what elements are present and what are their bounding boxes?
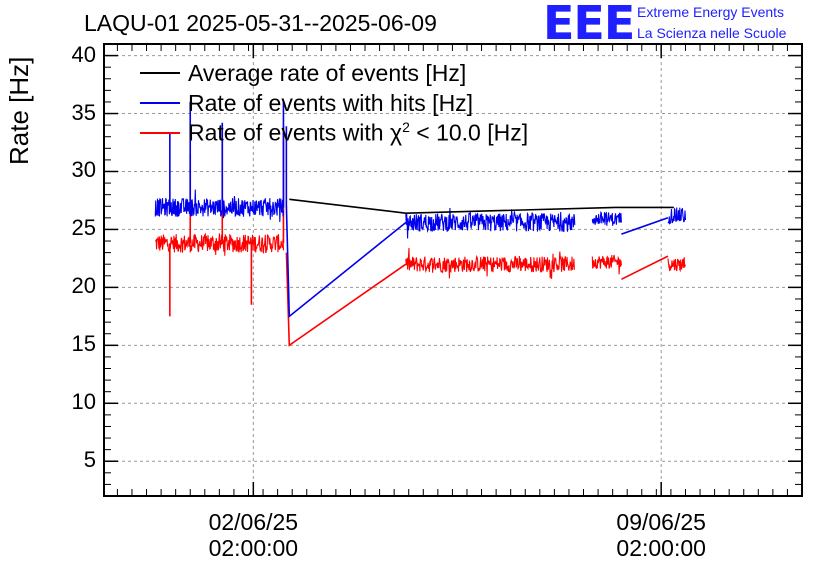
legend-label-chi2-prefix: Rate of events with χ bbox=[188, 119, 403, 146]
chi2-series-connector-0 bbox=[285, 252, 407, 347]
hits-series-connector-1 bbox=[621, 217, 669, 235]
y-tick-label: 25 bbox=[71, 215, 96, 241]
chi2-series-segment-1 bbox=[405, 247, 576, 279]
x-tick-time: 02:00:00 bbox=[208, 535, 299, 561]
chi2-series-segment-0 bbox=[154, 232, 285, 256]
x-tick-label: 02/06/25 02:00:00 bbox=[183, 509, 323, 561]
legend-label-chi2: Rate of events with χ2 < 10.0 [Hz] bbox=[188, 119, 528, 147]
x-tick-date: 02/06/25 bbox=[208, 509, 299, 535]
legend-item-hits: Rate of events with hits [Hz] bbox=[140, 89, 473, 117]
legend-swatch-chi2 bbox=[140, 132, 180, 134]
legend-label-hits: Rate of events with hits [Hz] bbox=[188, 89, 474, 116]
chi2-series-segment-2 bbox=[591, 254, 622, 275]
hits-series-segment-2 bbox=[591, 210, 622, 226]
legend-swatch-average bbox=[140, 72, 180, 74]
y-tick-label: 30 bbox=[71, 157, 96, 183]
eee-logo: EEE bbox=[543, 0, 635, 50]
legend-label-average: Average rate of events [Hz] bbox=[188, 59, 467, 86]
y-tick-label: 10 bbox=[71, 389, 96, 415]
x-tick-date: 09/06/25 bbox=[616, 509, 706, 535]
average-series-line bbox=[289, 198, 674, 215]
chi2-series-segment-3 bbox=[667, 257, 687, 273]
plot-frame bbox=[103, 43, 803, 497]
legend-item-chi2: Rate of events with χ2 < 10.0 [Hz] bbox=[140, 119, 528, 147]
chart-title: LAQU-01 2025-05-31--2025-06-09 bbox=[84, 10, 437, 36]
chi2-series-connector-1 bbox=[621, 255, 669, 281]
y-tick-label: 40 bbox=[71, 41, 96, 67]
legend-label-chi2-suffix: < 10.0 [Hz] bbox=[409, 119, 529, 146]
y-tick-label: 5 bbox=[83, 447, 96, 473]
x-tick-time: 02:00:00 bbox=[616, 535, 706, 561]
x-tick-label: 09/06/25 02:00:00 bbox=[591, 509, 731, 561]
legend-label-chi2-sup: 2 bbox=[402, 119, 410, 136]
y-tick-label: 35 bbox=[71, 99, 96, 125]
hits-series-connector-0 bbox=[285, 206, 407, 319]
legend-swatch-hits bbox=[140, 102, 180, 104]
legend-item-average: Average rate of events [Hz] bbox=[140, 59, 466, 87]
logo-line-1: Extreme Energy Events bbox=[637, 4, 785, 20]
logo-line-2: La Scienza nelle Scuole bbox=[637, 25, 787, 41]
y-tick-label: 20 bbox=[71, 273, 96, 299]
hits-series-segment-1 bbox=[405, 207, 576, 239]
y-tick-label: 15 bbox=[71, 331, 96, 357]
hits-series-segment-0 bbox=[154, 189, 285, 223]
hits-series-segment-3 bbox=[667, 207, 687, 225]
